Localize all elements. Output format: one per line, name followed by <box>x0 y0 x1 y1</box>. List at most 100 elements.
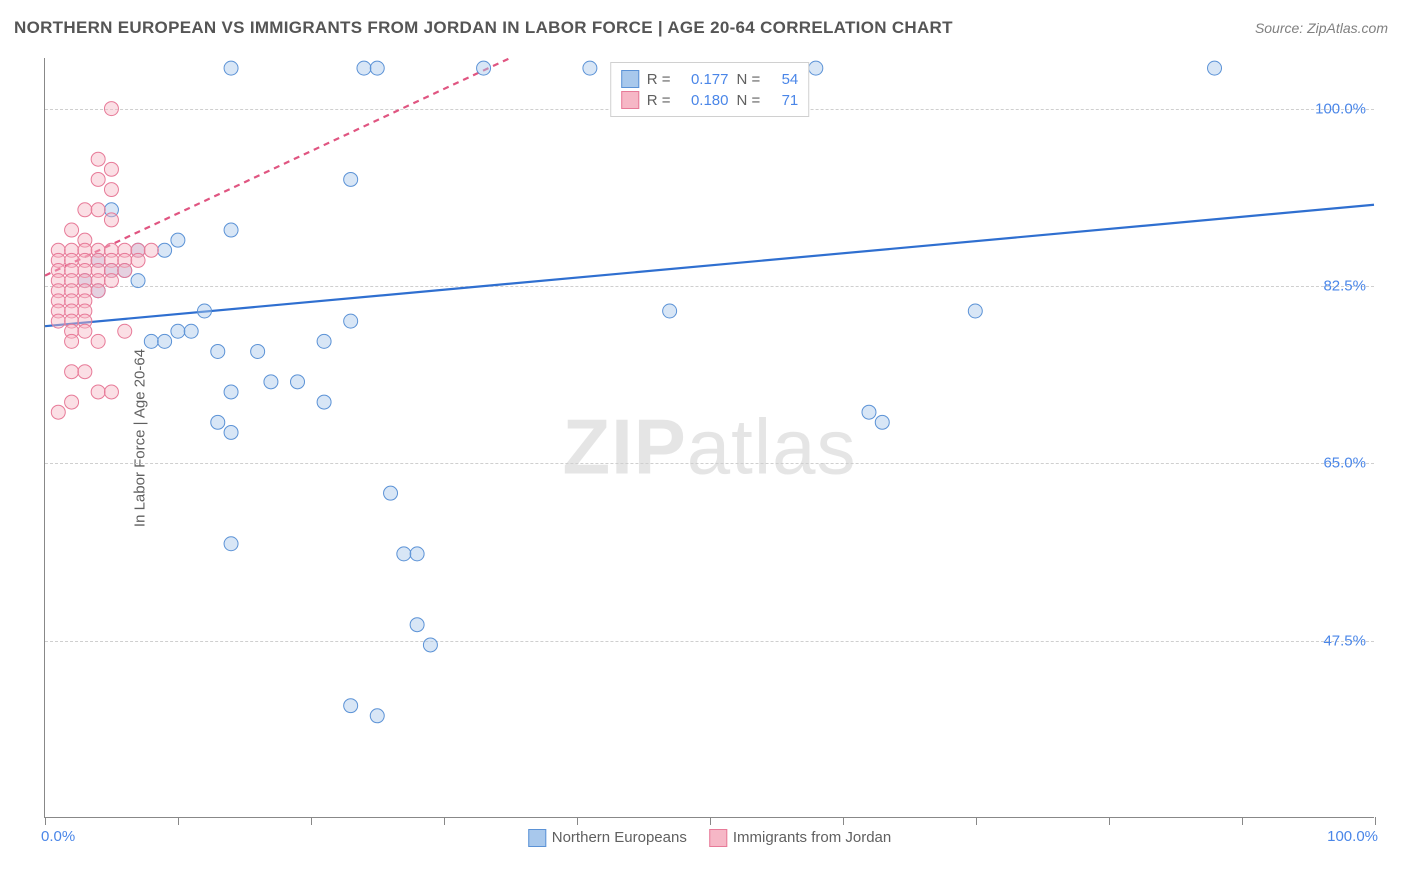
scatter-point <box>91 172 105 186</box>
scatter-point <box>410 618 424 632</box>
scatter-point <box>224 61 238 75</box>
scatter-point <box>197 304 211 318</box>
scatter-point <box>370 709 384 723</box>
scatter-point <box>317 395 331 409</box>
x-tick <box>843 817 844 825</box>
scatter-point <box>862 405 876 419</box>
plot-area: In Labor Force | Age 20-64 ZIPatlas 47.5… <box>44 58 1374 818</box>
scatter-point <box>370 61 384 75</box>
scatter-point <box>91 334 105 348</box>
x-tick <box>976 817 977 825</box>
scatter-point <box>158 243 172 257</box>
scatter-point <box>144 243 158 257</box>
scatter-point <box>118 264 132 278</box>
scatter-point <box>171 324 185 338</box>
scatter-point <box>78 203 92 217</box>
scatter-point <box>104 385 118 399</box>
scatter-point <box>224 223 238 237</box>
x-tick <box>444 817 445 825</box>
n-value-1: 54 <box>768 71 798 88</box>
scatter-point <box>583 61 597 75</box>
scatter-point <box>397 547 411 561</box>
scatter-point <box>224 537 238 551</box>
legend-series-1-label: Northern Europeans <box>552 829 687 846</box>
scatter-point <box>317 334 331 348</box>
scatter-point <box>410 547 424 561</box>
scatter-point <box>104 274 118 288</box>
scatter-point <box>51 405 65 419</box>
regression-line <box>45 205 1374 326</box>
legend-row-1: R = 0.177 N = 54 <box>621 70 799 88</box>
x-tick <box>710 817 711 825</box>
scatter-point <box>344 172 358 186</box>
scatter-point <box>384 486 398 500</box>
scatter-point <box>184 324 198 338</box>
chart-title: NORTHERN EUROPEAN VS IMMIGRANTS FROM JOR… <box>14 18 953 38</box>
scatter-point <box>131 253 145 267</box>
r-value-2: 0.180 <box>679 92 729 109</box>
x-tick-label-min: 0.0% <box>41 828 75 845</box>
scatter-point <box>291 375 305 389</box>
r-label: R = <box>647 92 671 109</box>
n-label: N = <box>737 71 761 88</box>
scatter-point <box>51 314 65 328</box>
scatter-point <box>104 102 118 116</box>
legend-row-2: R = 0.180 N = 71 <box>621 91 799 109</box>
legend-series: Northern Europeans Immigrants from Jorda… <box>528 829 891 847</box>
scatter-point <box>344 314 358 328</box>
scatter-point <box>91 385 105 399</box>
x-tick-label-max: 100.0% <box>1327 828 1378 845</box>
r-label: R = <box>647 71 671 88</box>
scatter-point <box>224 385 238 399</box>
scatter-svg <box>45 58 1374 817</box>
source-label: Source: ZipAtlas.com <box>1255 20 1388 36</box>
x-tick <box>311 817 312 825</box>
scatter-point <box>423 638 437 652</box>
legend-series-2-label: Immigrants from Jordan <box>733 829 891 846</box>
x-tick <box>178 817 179 825</box>
scatter-point <box>357 61 371 75</box>
scatter-point <box>171 233 185 247</box>
scatter-point <box>344 699 358 713</box>
n-label: N = <box>737 92 761 109</box>
scatter-point <box>65 223 79 237</box>
x-tick <box>45 817 46 825</box>
scatter-point <box>65 395 79 409</box>
scatter-point <box>65 334 79 348</box>
scatter-point <box>264 375 278 389</box>
x-tick <box>1242 817 1243 825</box>
scatter-point <box>211 344 225 358</box>
scatter-point <box>91 203 105 217</box>
scatter-point <box>78 324 92 338</box>
scatter-point <box>251 344 265 358</box>
n-value-2: 71 <box>768 92 798 109</box>
scatter-point <box>1208 61 1222 75</box>
legend-swatch-icon <box>709 829 727 847</box>
scatter-point <box>91 152 105 166</box>
r-value-1: 0.177 <box>679 71 729 88</box>
scatter-point <box>144 334 158 348</box>
scatter-point <box>875 415 889 429</box>
scatter-point <box>104 183 118 197</box>
scatter-point <box>118 324 132 338</box>
x-tick <box>577 817 578 825</box>
scatter-point <box>158 334 172 348</box>
x-tick <box>1375 817 1376 825</box>
scatter-point <box>968 304 982 318</box>
legend-item-1: Northern Europeans <box>528 829 687 847</box>
scatter-point <box>663 304 677 318</box>
scatter-point <box>104 162 118 176</box>
legend-swatch-1 <box>621 70 639 88</box>
scatter-point <box>131 274 145 288</box>
legend-correlation: R = 0.177 N = 54 R = 0.180 N = 71 <box>610 62 810 117</box>
scatter-point <box>809 61 823 75</box>
scatter-point <box>78 365 92 379</box>
scatter-point <box>104 213 118 227</box>
legend-item-2: Immigrants from Jordan <box>709 829 891 847</box>
legend-swatch-2 <box>621 91 639 109</box>
legend-swatch-icon <box>528 829 546 847</box>
scatter-point <box>91 284 105 298</box>
scatter-point <box>224 425 238 439</box>
scatter-point <box>477 61 491 75</box>
x-tick <box>1109 817 1110 825</box>
